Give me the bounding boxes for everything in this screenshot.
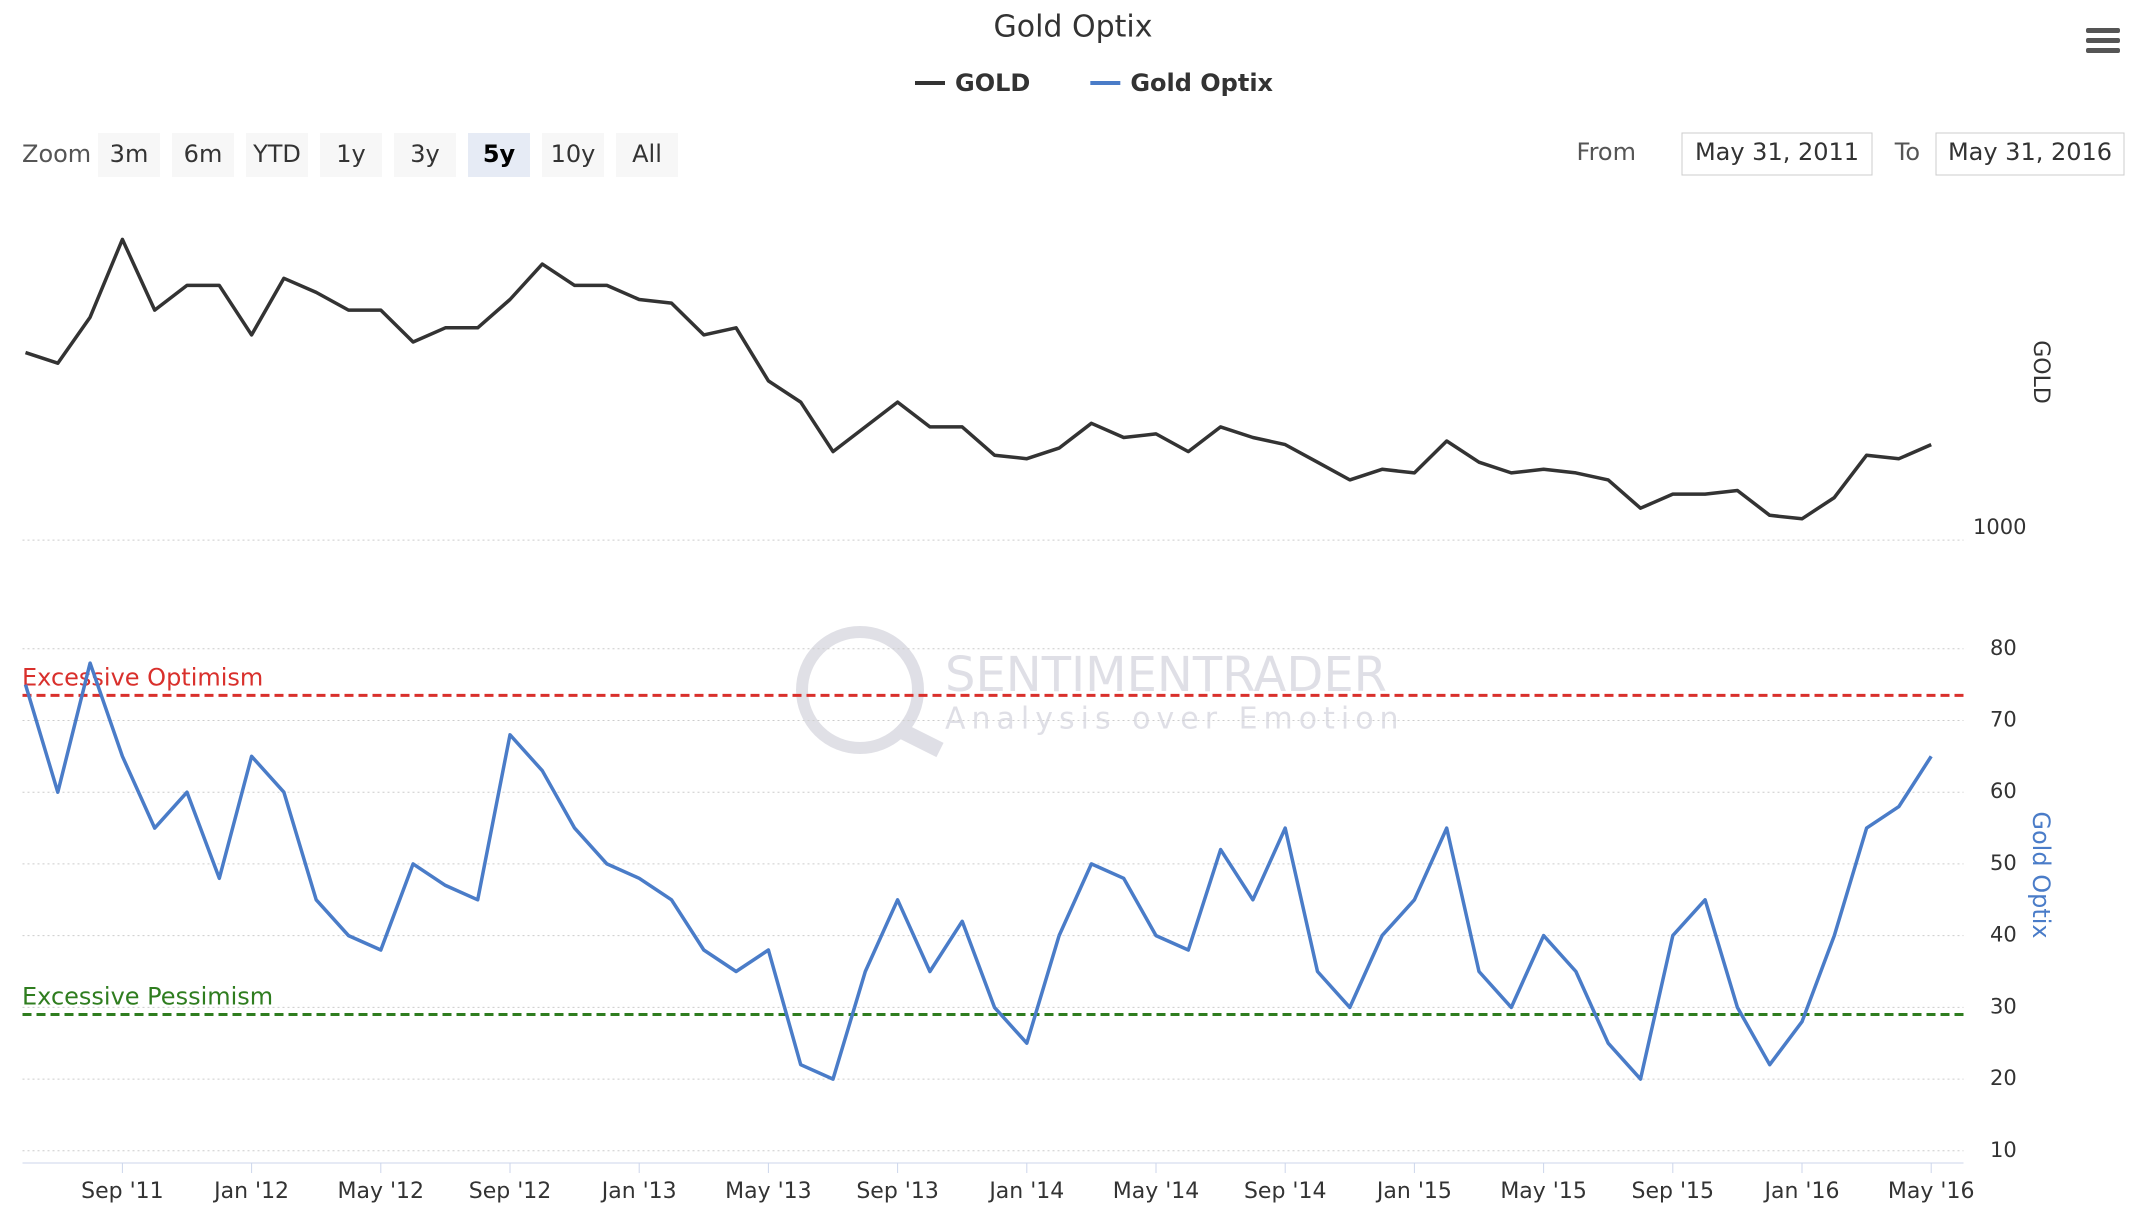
series-line — [24, 237, 1932, 521]
zoom-button[interactable] — [394, 133, 456, 177]
x-tick-label: Jan '13 — [600, 1179, 677, 1204]
x-tick-label: Jan '16 — [1763, 1179, 1840, 1204]
y2-tick-label: 70 — [1990, 707, 2017, 731]
y2-tick-label: 30 — [1990, 994, 2017, 1018]
zoom-button-label: 3y — [410, 140, 439, 168]
watermark: SENTIMENTRADER Analysis over Emotion — [796, 626, 1405, 758]
zoom-button-label: 3m — [110, 140, 149, 168]
y2-tick-label: 20 — [1990, 1066, 2017, 1090]
zoom-button[interactable] — [98, 133, 160, 177]
zoom-button-label: All — [632, 140, 662, 168]
zoom-button-label: 1y — [336, 140, 365, 168]
zoom-button-label: 10y — [551, 140, 596, 168]
series-line — [23, 661, 1933, 1081]
chart-title: Gold Optix — [993, 10, 1152, 45]
watermark-name: SENTIMENTRADER — [945, 647, 1387, 703]
zoom-button[interactable] — [542, 133, 604, 177]
x-tick-label: Jan '15 — [1375, 1179, 1452, 1204]
zoom-button[interactable] — [246, 133, 308, 177]
x-tick-label: Sep '14 — [1244, 1179, 1327, 1204]
zoom-button-label: 5y — [483, 140, 516, 168]
x-tick-label: Sep '15 — [1632, 1179, 1715, 1204]
to-input[interactable] — [1935, 132, 2125, 176]
y-tick-label: 1000 — [1973, 515, 2026, 539]
x-tick-label: Jan '12 — [212, 1179, 289, 1204]
x-tick-label: Sep '11 — [81, 1179, 164, 1204]
y2-tick-label: 80 — [1990, 636, 2017, 660]
zoom-label: Zoom — [22, 140, 91, 168]
x-tick-label: Jan '14 — [987, 1179, 1064, 1204]
y2-tick-label: 40 — [1990, 923, 2017, 947]
y2-tick-label: 60 — [1990, 779, 2017, 803]
zoom-button[interactable] — [616, 133, 678, 177]
threshold-label: Excessive Optimism — [22, 663, 263, 691]
watermark-tagline: Analysis over Emotion — [945, 702, 1405, 737]
from-value: May 31, 2011 — [1695, 138, 1859, 166]
y2-tick-label: 50 — [1990, 851, 2017, 875]
y2-tick-label: 10 — [1990, 1138, 2017, 1162]
x-tick-label: May '14 — [1113, 1179, 1200, 1204]
zoom-button[interactable] — [172, 133, 234, 177]
zoom-button[interactable] — [320, 133, 382, 177]
from-input[interactable] — [1681, 132, 1873, 176]
to-label: To — [1894, 138, 1920, 166]
x-tick-label: Sep '13 — [856, 1179, 939, 1204]
zoom-button-label: YTD — [252, 140, 301, 168]
x-tick-label: May '16 — [1888, 1179, 1975, 1204]
from-label: From — [1577, 138, 1636, 166]
zoom-button[interactable] — [468, 133, 530, 177]
x-tick-label: May '13 — [725, 1179, 812, 1204]
zoom-button-label: 6m — [184, 140, 223, 168]
y2-axis-title: Gold Optix — [2027, 811, 2055, 938]
x-tick-label: Sep '12 — [469, 1179, 552, 1204]
x-tick-label: May '12 — [338, 1179, 425, 1204]
to-value: May 31, 2016 — [1948, 138, 2112, 166]
x-tick-label: May '15 — [1500, 1179, 1587, 1204]
legend-label[interactable]: Gold Optix — [1130, 69, 1273, 97]
menu-button[interactable] — [2086, 28, 2120, 53]
legend-label[interactable]: GOLD — [955, 69, 1030, 97]
y-axis-title: GOLD — [2028, 340, 2053, 404]
threshold-label: Excessive Pessimism — [22, 983, 273, 1011]
